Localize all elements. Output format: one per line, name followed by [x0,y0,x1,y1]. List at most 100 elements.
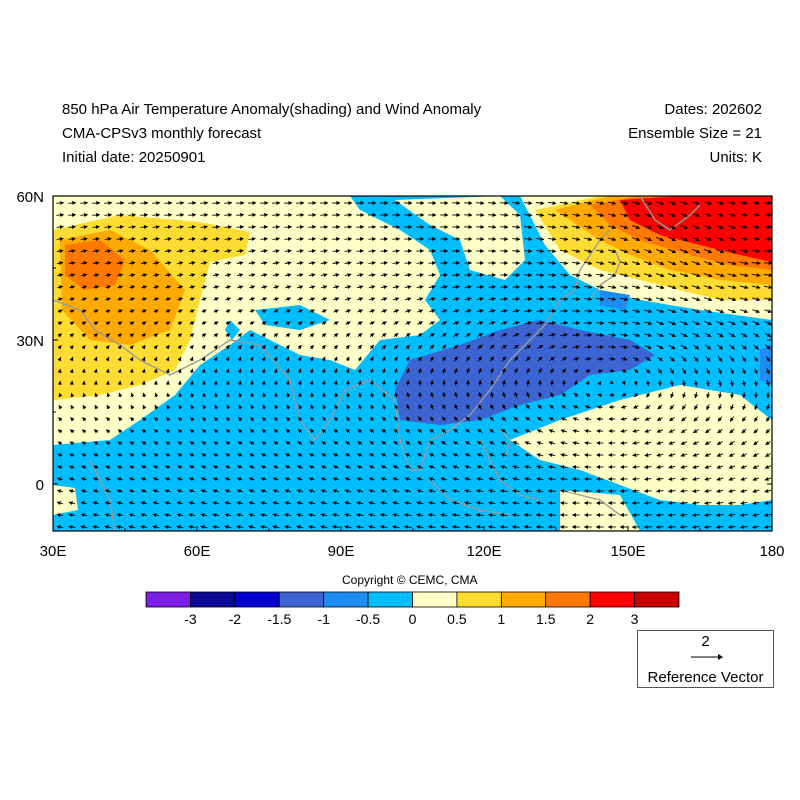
wind-vector [536,273,545,278]
wind-vector [742,368,746,375]
wind-vector [56,225,64,229]
wind-vector [80,237,88,242]
wind-vector [704,309,713,314]
wind-vector [621,392,627,397]
wind-vector [297,309,303,314]
wind-vector [249,309,255,314]
wind-vector [715,273,725,278]
wind-vector [441,379,446,386]
lat-label-0: 0 [36,477,44,494]
wind-vector [669,380,674,387]
wind-vector [549,368,554,374]
colorbar-swatch [367,591,413,608]
wind-vector [548,213,557,218]
wind-vector [477,356,482,362]
wind-vector [357,356,362,362]
wind-vector [632,237,641,242]
wind-vector [513,379,518,386]
dates-label: Dates: 202602 [664,101,762,118]
wind-vector [715,261,725,266]
wind-vector [189,368,194,374]
wind-vector [165,321,171,326]
wind-vector [297,380,302,386]
colorbar-tick-label: -1.5 [267,611,291,627]
wind-vector [716,201,724,205]
wind-vector [164,200,173,205]
colorbar [145,591,680,608]
wind-vector [501,356,507,362]
wind-vector [249,285,256,290]
wind-vector [309,368,314,374]
colorbar-swatch [278,591,325,608]
wind-vector [500,309,508,313]
wind-vector [619,261,629,266]
wind-vector [368,297,376,302]
wind-vector [297,344,302,350]
wind-vector [285,321,291,326]
wind-vector [237,344,242,350]
wind-vector [308,273,316,278]
wind-vector [596,201,605,206]
wind-vector [560,285,569,290]
wind-vector [560,261,569,266]
wind-vector [477,367,482,374]
wind-vector [201,356,206,362]
wind-vector [619,285,629,290]
wind-vector [153,309,159,314]
wind-vector [94,392,99,398]
wind-vector [512,225,521,230]
wind-vector [321,297,328,302]
wind-vector [332,249,340,253]
wind-vector [584,441,592,446]
colorbar-tick-label: 3 [631,611,639,627]
wind-vector [764,332,772,338]
wind-vector [584,237,593,242]
wind-vector [321,344,326,350]
wind-vector [621,380,626,386]
wind-vector [392,297,400,302]
wind-vector [694,367,698,375]
wind-vector [560,249,569,254]
wind-vector [730,368,734,375]
wind-vector [405,380,410,386]
wind-vector [644,489,652,493]
wind-vector [477,379,482,386]
wind-vector [656,225,665,229]
wind-vector [584,285,593,290]
wind-vector [56,200,65,205]
wind-vector [141,309,147,314]
wind-vector [176,212,185,217]
wind-vector [188,200,197,205]
wind-vector [117,333,123,338]
wind-vector [751,285,761,290]
wind-vector [249,333,255,338]
wind-vector [560,477,568,481]
wind-vector [632,225,641,230]
wind-vector [728,237,736,241]
wind-vector [428,297,436,302]
wind-vector [141,273,148,278]
wind-vector [272,249,280,254]
wind-vector [417,333,423,338]
wind-vector [68,237,76,242]
wind-vector [572,285,581,290]
wind-vector [57,368,62,374]
wind-vector [201,368,206,374]
wind-vector [704,213,712,217]
wind-vector [740,320,748,326]
wind-vector [237,368,242,374]
wind-vector [201,345,206,350]
wind-vector [680,225,688,229]
wind-vector [692,225,700,229]
wind-vector [392,249,400,253]
wind-vector [548,237,557,242]
wind-vector [117,356,122,362]
wind-vector [728,213,736,217]
wind-vector [68,261,76,266]
wind-vector [128,237,136,242]
wind-vector [405,368,410,374]
wind-vector [609,368,615,373]
wind-vector [188,237,196,241]
wind-vector [488,309,496,313]
wind-vector [188,249,196,254]
